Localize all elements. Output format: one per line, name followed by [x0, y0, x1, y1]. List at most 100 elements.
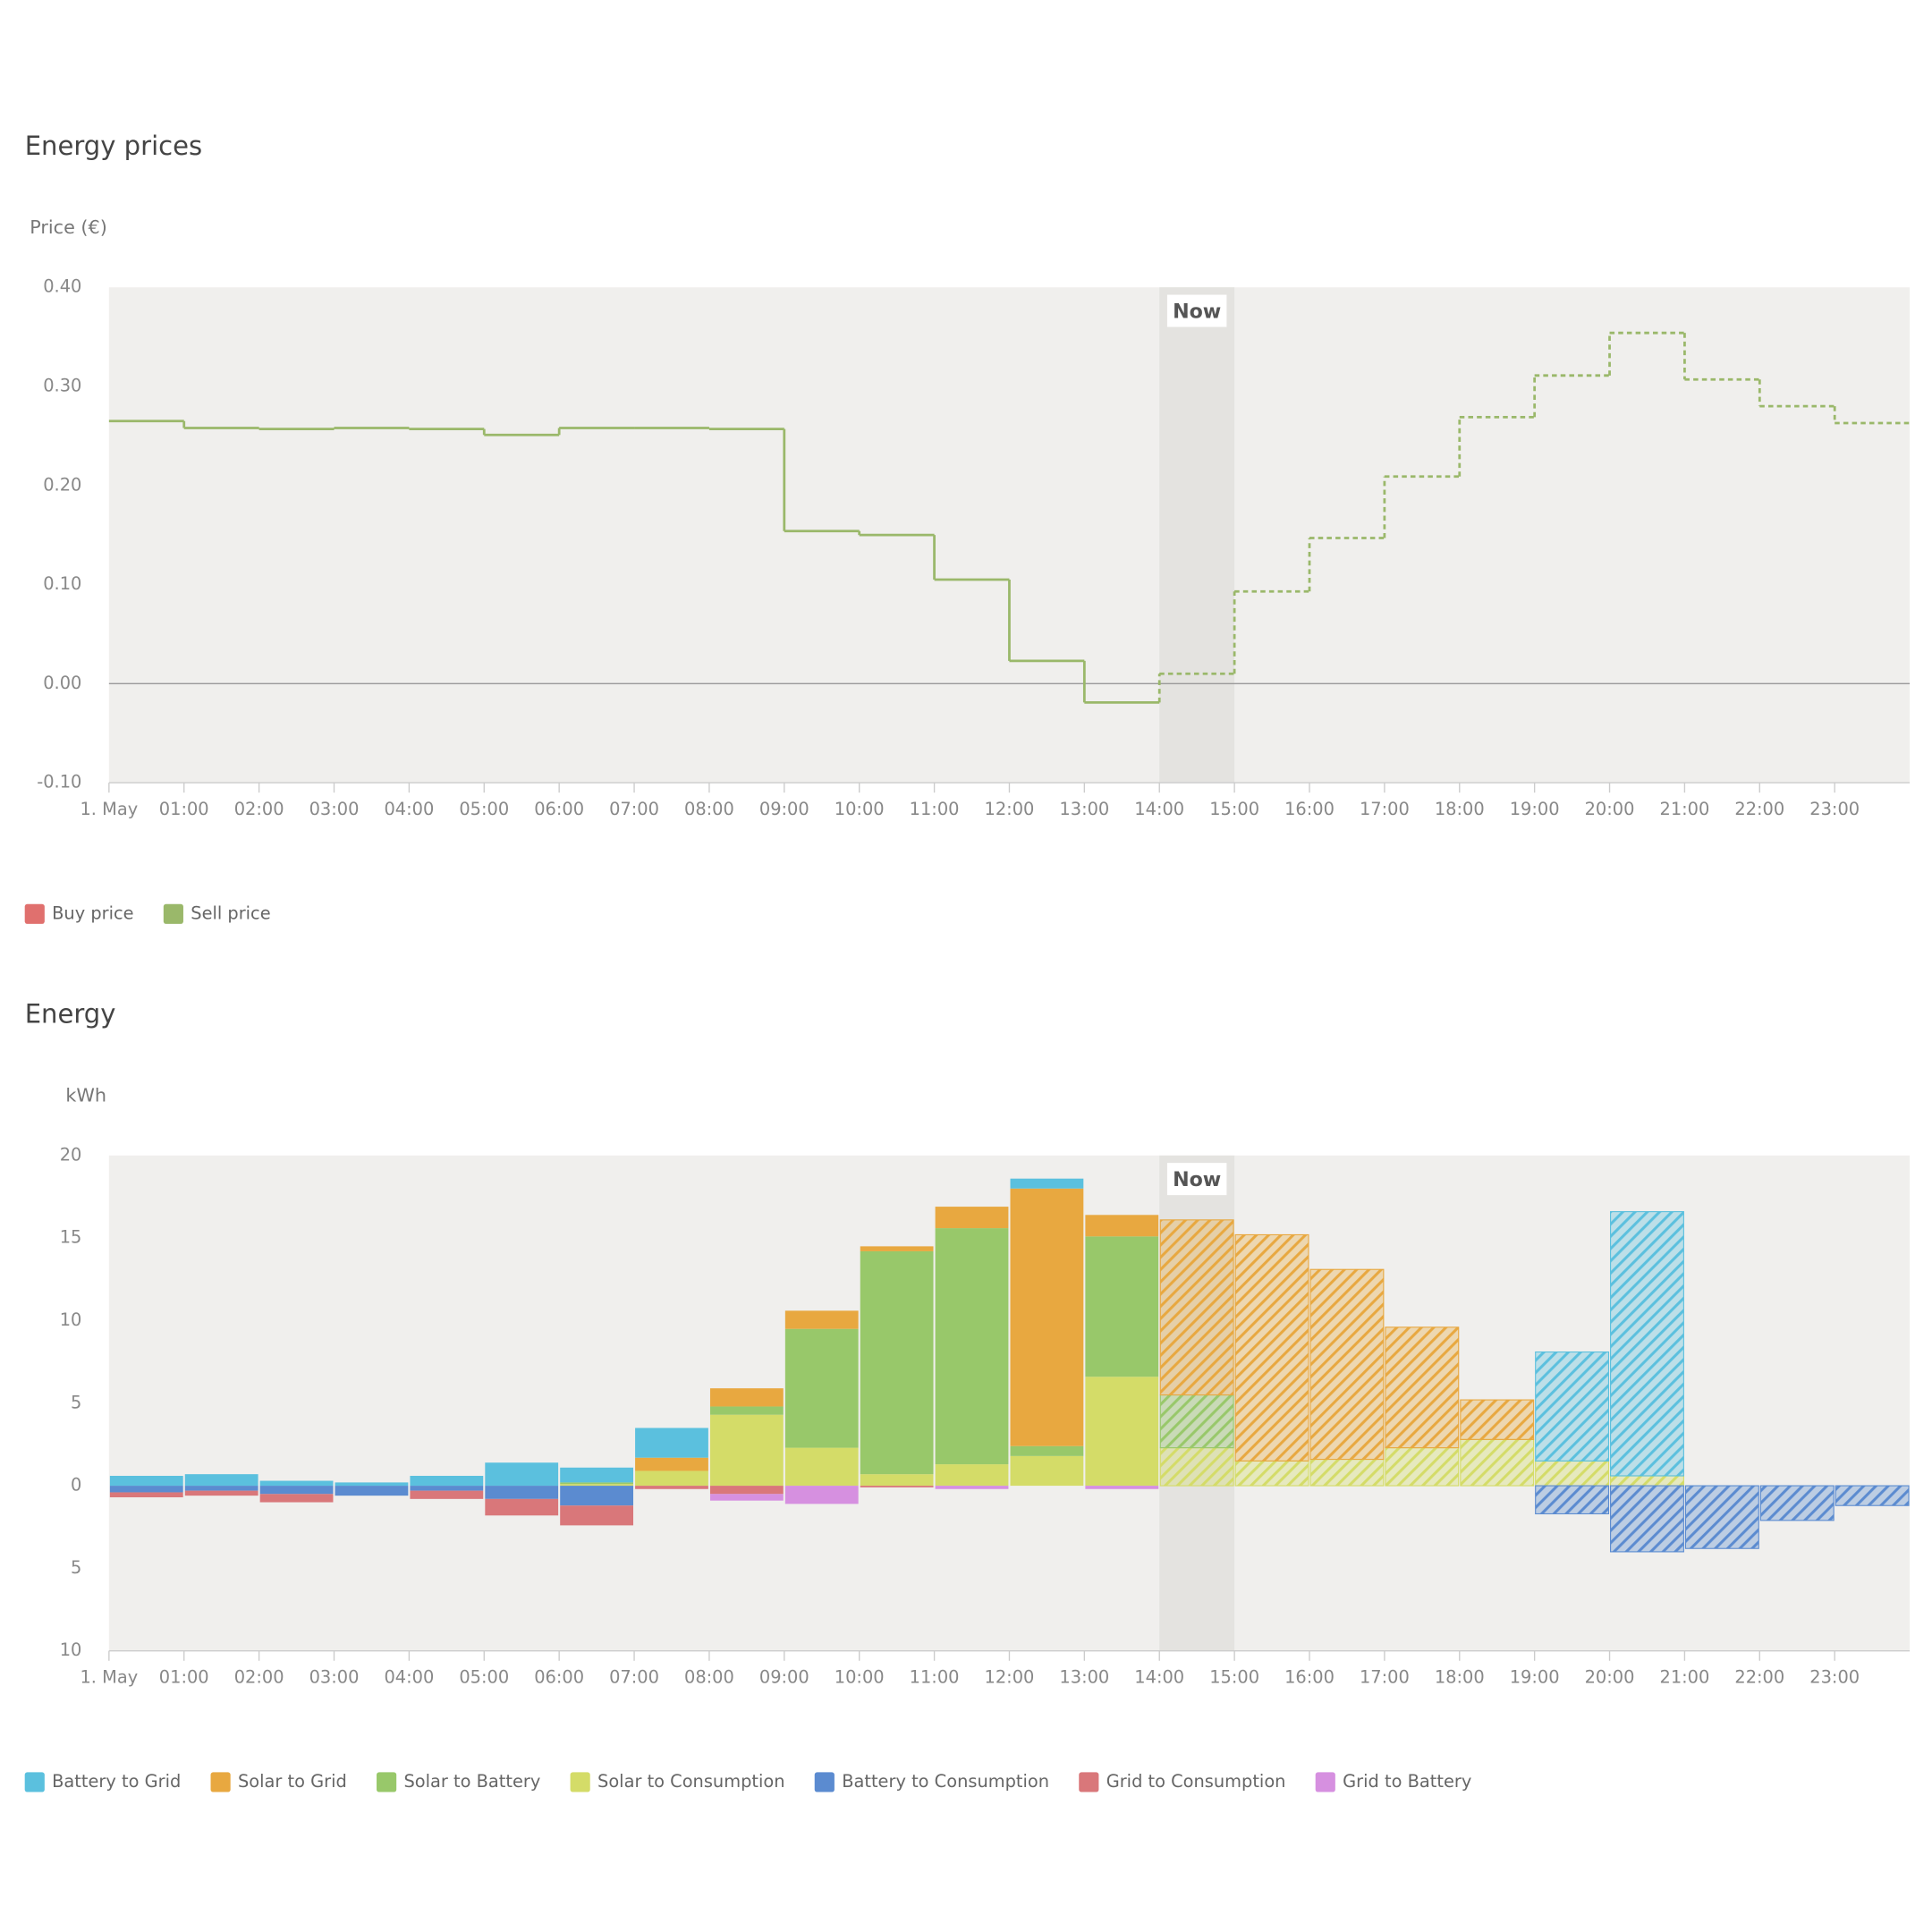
- energy-bar: [935, 1486, 1009, 1489]
- energy-bar: [560, 1505, 633, 1526]
- energy-bar: [410, 1490, 484, 1499]
- energy-bar: [335, 1486, 409, 1496]
- energy-bar: [1535, 1485, 1610, 1515]
- legend-label: Buy price: [52, 902, 133, 923]
- legend-label: Grid to Consumption: [1106, 1771, 1286, 1792]
- x-tick-label: 12:00: [985, 1667, 1035, 1688]
- energy-bar: [1535, 1460, 1610, 1487]
- energy-bar: [709, 1406, 784, 1415]
- x-tick-label: 06:00: [534, 799, 584, 819]
- energy-bar: [860, 1474, 934, 1487]
- energy-bar: [935, 1464, 1009, 1487]
- x-tick-label: 21:00: [1660, 799, 1710, 819]
- energy-bar: [1309, 1268, 1385, 1461]
- energy-bar: [635, 1470, 708, 1487]
- x-tick-label: 02:00: [234, 799, 284, 819]
- x-tick-label: 17:00: [1360, 1667, 1410, 1688]
- energy-bar: [1085, 1215, 1159, 1237]
- energy-bar: [1835, 1485, 1910, 1506]
- energy-bar: [1085, 1486, 1159, 1489]
- legend-label: Solar to Grid: [238, 1771, 347, 1792]
- energy-bar: [1010, 1188, 1084, 1446]
- now-label: Now: [1173, 1168, 1221, 1191]
- x-tick-label: 1. May: [80, 1667, 138, 1688]
- x-tick-label: 16:00: [1284, 1667, 1335, 1688]
- x-tick-label: 19:00: [1510, 1667, 1560, 1688]
- y-tick-label: 0.40: [43, 276, 81, 297]
- energy-bar: [1610, 1475, 1684, 1487]
- energy-bar: [1460, 1399, 1535, 1440]
- x-tick-label: 10:00: [835, 799, 885, 819]
- energy-bar: [259, 1480, 334, 1487]
- x-tick-label: 11:00: [910, 1667, 960, 1688]
- now-band: [1159, 287, 1235, 784]
- energy-bar: [1759, 1485, 1835, 1521]
- energy-bar: [259, 1486, 334, 1495]
- legend-swatch: [377, 1772, 397, 1792]
- legend-label: Solar to Battery: [403, 1771, 540, 1792]
- plot-area: [108, 287, 1911, 784]
- legend-swatch: [1079, 1772, 1099, 1792]
- energy-bar: [1010, 1455, 1084, 1487]
- x-tick-label: 22:00: [1734, 1667, 1784, 1688]
- y-tick-label: 0: [71, 1475, 81, 1496]
- x-tick-label: 11:00: [910, 799, 960, 819]
- legend-swatch: [24, 903, 45, 924]
- y-tick-label: 5: [71, 1392, 81, 1412]
- energy-bar: [1460, 1438, 1535, 1487]
- energy-bar: [1085, 1377, 1159, 1487]
- energy-bar: [485, 1486, 559, 1499]
- x-tick-label: 21:00: [1660, 1667, 1710, 1688]
- x-tick-label: 14:00: [1134, 1667, 1184, 1688]
- plot-area: [108, 1155, 1911, 1651]
- x-tick-label: 09:00: [759, 1667, 809, 1688]
- legend-swatch: [210, 1772, 231, 1792]
- x-tick-label: 1. May: [80, 799, 138, 819]
- x-tick-label: 10:00: [835, 1667, 885, 1688]
- energy-bar: [635, 1486, 708, 1489]
- energy-bar: [259, 1494, 334, 1503]
- x-tick-label: 03:00: [309, 799, 360, 819]
- y-tick-label: 0.20: [43, 474, 81, 495]
- x-tick-label: 05:00: [459, 1667, 509, 1688]
- x-tick-label: 12:00: [985, 799, 1035, 819]
- y-tick-label: 10: [60, 1309, 82, 1330]
- x-tick-label: 18:00: [1435, 1667, 1485, 1688]
- energy-bar: [1535, 1351, 1610, 1462]
- energy-bar: [1159, 1447, 1234, 1487]
- energy-bar: [184, 1474, 258, 1487]
- x-tick-label: 04:00: [384, 1667, 434, 1688]
- energy-bar: [935, 1207, 1009, 1229]
- energy-bar: [1385, 1326, 1460, 1449]
- x-tick-label: 08:00: [684, 799, 734, 819]
- energy-bar: [335, 1482, 409, 1487]
- y-tick-label: 20: [60, 1144, 82, 1165]
- energy-bar: [784, 1310, 859, 1329]
- x-tick-label: 23:00: [1809, 799, 1860, 819]
- chart-title: Energy prices: [25, 131, 202, 161]
- energy-bar: [1010, 1178, 1084, 1189]
- energy-bar: [860, 1250, 934, 1475]
- energy-bar: [784, 1486, 859, 1504]
- x-tick-label: 23:00: [1809, 1667, 1860, 1688]
- legend-swatch: [814, 1772, 835, 1792]
- energy-bar: [1610, 1485, 1684, 1553]
- y-tick-label: -0.10: [37, 772, 81, 792]
- x-tick-label: 20:00: [1585, 799, 1635, 819]
- now-label: Now: [1173, 300, 1221, 323]
- energy-bar: [109, 1476, 183, 1487]
- energy-bar: [560, 1484, 633, 1487]
- energy-bar: [1309, 1458, 1385, 1487]
- x-tick-label: 03:00: [309, 1667, 360, 1688]
- energy-bar: [560, 1467, 633, 1483]
- energy-bar: [635, 1428, 708, 1458]
- x-tick-label: 04:00: [384, 799, 434, 819]
- x-tick-label: 22:00: [1734, 799, 1784, 819]
- now-label-box: [1166, 294, 1227, 327]
- energy-bar: [1085, 1236, 1159, 1377]
- energy-bar: [635, 1457, 708, 1471]
- x-tick-label: 08:00: [684, 1667, 734, 1688]
- x-tick-label: 06:00: [534, 1667, 584, 1688]
- x-tick-label: 13:00: [1059, 1667, 1109, 1688]
